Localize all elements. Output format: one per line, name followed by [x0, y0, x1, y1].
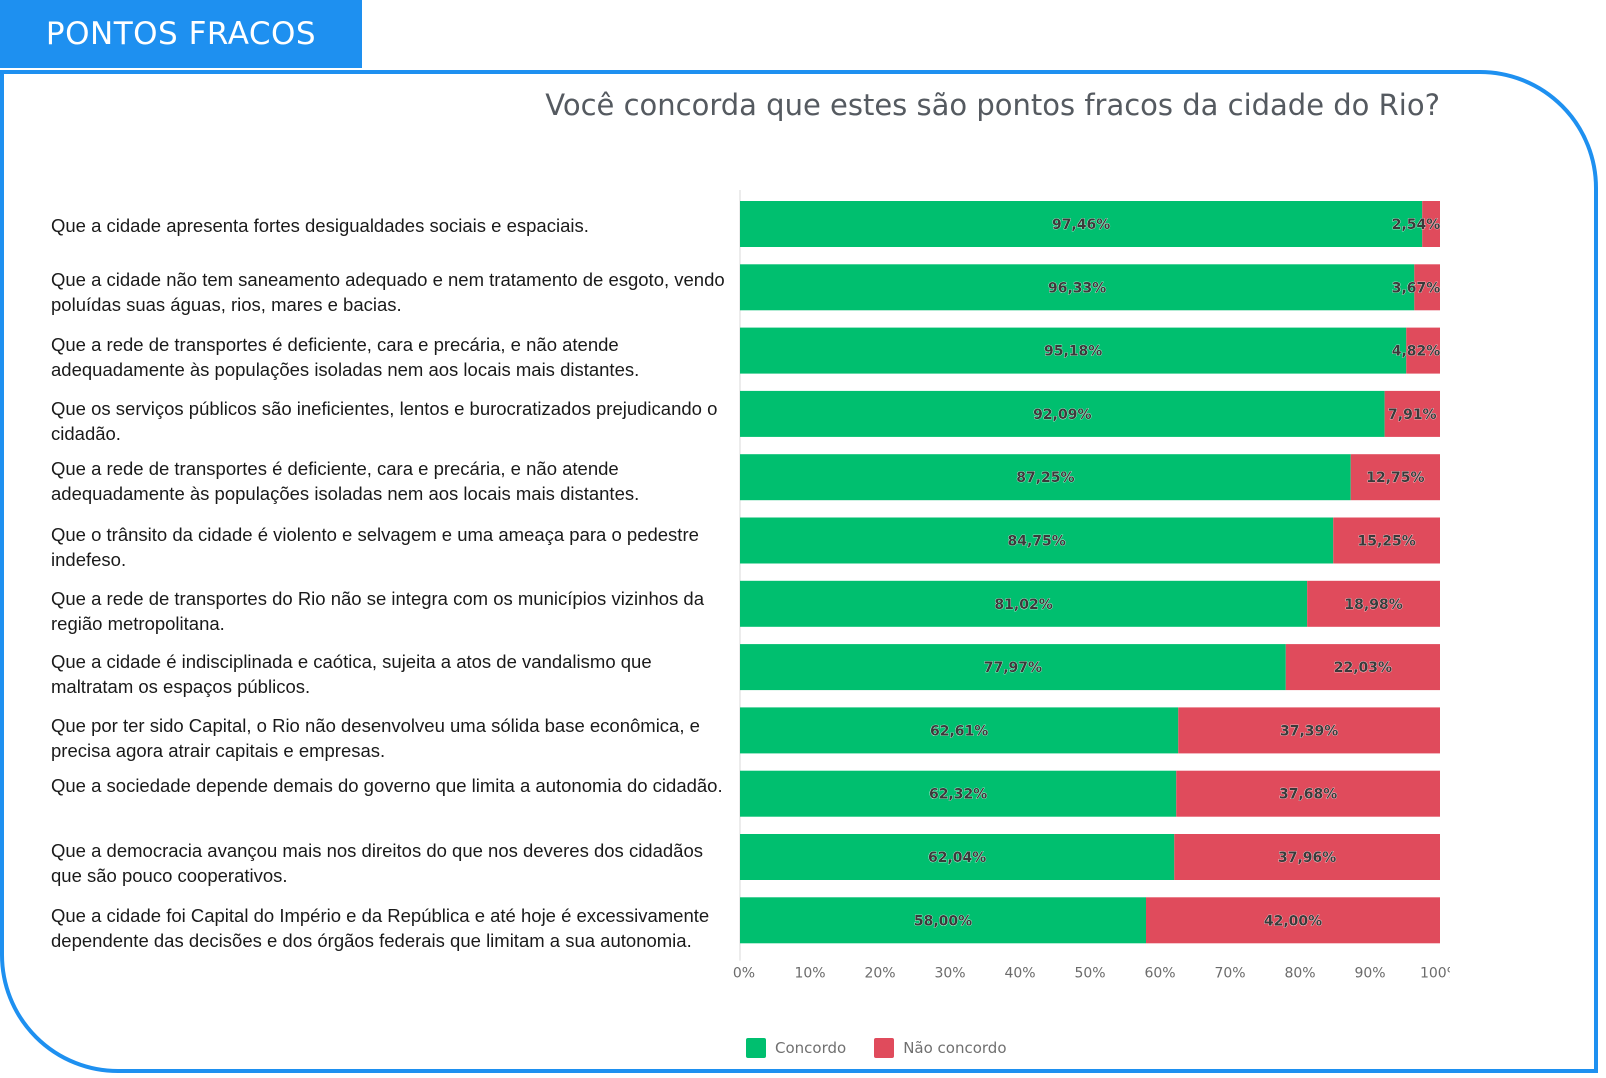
row-label-9: Que por ter sido Capital, o Rio não dese… [51, 715, 700, 761]
bar-nao-concordo-1 [1422, 201, 1440, 247]
label-nao-concordo-6: 15,25% [1357, 534, 1415, 550]
label-concordo-11: 62,04% [928, 850, 986, 866]
bar-nao-concordo-11 [1174, 834, 1440, 880]
bar-concordo-9 [740, 707, 1179, 754]
x-tick-label-5: 50% [1074, 966, 1105, 982]
row-label-12: Que a cidade foi Capital do Império e da… [51, 905, 710, 951]
bar-nao-concordo-3 [1406, 327, 1440, 374]
x-tick-label-9: 90% [1354, 966, 1385, 982]
stacked-bar-chart: 97,46% 2,54% 96,33% 3,67% 95,18% 4,82% 92,09% 7… [733, 190, 1450, 982]
legend-swatch-concordo [746, 1038, 766, 1058]
bar-nao-concordo-9 [1178, 707, 1440, 754]
legend-item-concordo: Concordo [746, 1038, 846, 1058]
bar-concordo-12 [740, 897, 1146, 944]
label-nao-concordo-9: 37,39% [1280, 723, 1338, 739]
row-label-6: Que o trânsito da cidade é violento e se… [51, 524, 699, 570]
x-tick-label-3: 30% [934, 966, 965, 982]
label-nao-concordo-3: 4,82% [1392, 344, 1441, 360]
bar-concordo-6 [740, 517, 1334, 564]
x-tick-label-10: 100% [1420, 966, 1450, 982]
label-nao-concordo-2: 3,67% [1392, 280, 1441, 296]
x-tick-label-7: 70% [1214, 966, 1245, 982]
row-label-5: Que a rede de transportes é deficiente, … [51, 458, 640, 504]
bar-concordo-11 [740, 834, 1175, 880]
bar-nao-concordo-10 [1176, 770, 1440, 817]
label-concordo-3: 95,18% [1044, 344, 1102, 360]
bar-concordo-3 [740, 327, 1407, 374]
bar-nao-concordo-5 [1350, 454, 1440, 501]
x-tick-label-6: 60% [1144, 966, 1175, 982]
label-nao-concordo-12: 42,00% [1264, 913, 1322, 929]
row-label-2: Que a cidade não tem saneamento adequado… [51, 269, 725, 315]
bar-concordo-4 [740, 390, 1385, 437]
label-concordo-9: 62,61% [930, 723, 988, 739]
bar-concordo-8 [740, 644, 1286, 691]
row-label-10: Que a sociedade depende demais do govern… [51, 775, 723, 796]
bar-nao-concordo-12 [1146, 897, 1440, 944]
label-nao-concordo-10: 37,68% [1279, 787, 1337, 803]
label-nao-concordo-4: 7,91% [1388, 407, 1437, 423]
header-title: PONTOS FRACOS [45, 16, 317, 52]
bar-nao-concordo-4 [1384, 390, 1440, 437]
legend-label-nao-concordo: Não concordo [903, 1039, 1007, 1057]
bar-concordo-1 [740, 201, 1423, 247]
row-label-1: Que a cidade apresenta fortes desigualda… [51, 215, 589, 236]
label-nao-concordo-5: 12,75% [1366, 470, 1424, 486]
legend-label-concordo: Concordo [775, 1039, 847, 1057]
bar-concordo-2 [740, 264, 1415, 311]
row-label-3: Que a rede de transportes é deficiente, … [51, 334, 640, 380]
label-concordo-5: 87,25% [1016, 470, 1074, 486]
x-tick-label-2: 20% [864, 966, 895, 982]
x-tick-label-8: 80% [1284, 966, 1315, 982]
label-concordo-8: 77,97% [984, 660, 1042, 676]
bar-concordo-7 [740, 580, 1308, 627]
label-nao-concordo-1: 2,54% [1392, 217, 1441, 233]
label-concordo-10: 62,32% [929, 787, 987, 803]
label-concordo-2: 96,33% [1048, 280, 1106, 296]
chart-title: Você concorda que estes são pontos fraco… [545, 88, 1440, 122]
bar-nao-concordo-8 [1285, 644, 1440, 691]
row-label-8: Que a cidade é indisciplinada e caótica,… [51, 651, 652, 697]
label-concordo-6: 84,75% [1007, 534, 1065, 550]
x-tick-label-1: 10% [794, 966, 825, 982]
legend-swatch-nao-concordo [874, 1038, 895, 1058]
label-concordo-4: 92,09% [1033, 407, 1091, 423]
label-concordo-1: 97,46% [1052, 217, 1110, 233]
legend: Concordo Não concordo [746, 1038, 1035, 1058]
label-concordo-12: 58,00% [914, 913, 972, 929]
bar-concordo-5 [740, 454, 1351, 501]
row-label-7: Que a rede de transportes do Rio não se … [51, 588, 705, 634]
label-nao-concordo-7: 18,98% [1344, 597, 1402, 613]
header-tab: PONTOS FRACOS [0, 0, 362, 68]
bar-nao-concordo-2 [1414, 264, 1440, 311]
bar-concordo-10 [740, 770, 1177, 817]
label-nao-concordo-8: 22,03% [1334, 660, 1392, 676]
label-concordo-7: 81,02% [994, 597, 1052, 613]
x-tick-label-4: 40% [1004, 966, 1035, 982]
label-nao-concordo-11: 37,96% [1278, 850, 1336, 866]
x-tick-label-0: 0% [733, 966, 755, 982]
bar-nao-concordo-7 [1307, 580, 1440, 627]
row-label-11: Que a democracia avançou mais nos direit… [51, 840, 703, 886]
legend-item-nao-concordo: Não concordo [874, 1038, 1007, 1058]
row-label-4: Que os serviços públicos são ineficiente… [51, 398, 718, 444]
bar-nao-concordo-6 [1333, 517, 1440, 564]
